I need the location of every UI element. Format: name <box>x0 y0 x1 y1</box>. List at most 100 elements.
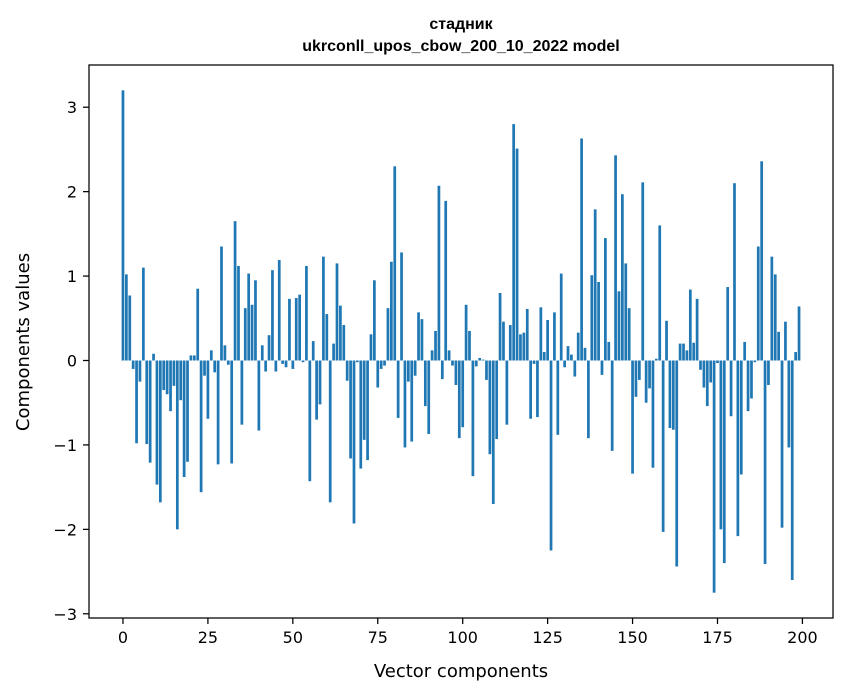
bar-component-179 <box>729 360 733 417</box>
bar-component-13 <box>165 360 169 395</box>
y-tick-label: −3 <box>53 605 77 624</box>
bar-component-9 <box>152 353 155 361</box>
bar-component-192 <box>773 274 777 361</box>
bar-component-172 <box>705 360 709 407</box>
bar-component-94 <box>440 360 444 380</box>
bar-component-73 <box>369 334 373 361</box>
bar-component-107 <box>485 360 488 380</box>
bar-component-11 <box>158 360 162 503</box>
bar-component-90 <box>427 360 431 434</box>
bar-component-49 <box>288 298 291 361</box>
bar-component-83 <box>403 360 407 448</box>
bar-component-93 <box>437 185 441 361</box>
bar-component-37 <box>247 273 251 361</box>
bar-component-57 <box>315 360 318 420</box>
bar-component-158 <box>658 225 662 361</box>
bar-series <box>121 90 801 593</box>
bar-component-26 <box>209 350 213 361</box>
bar-component-177 <box>722 360 726 564</box>
bar-component-96 <box>447 350 451 361</box>
bar-component-146 <box>617 291 621 361</box>
x-tick-label: 200 <box>787 628 818 647</box>
bar-component-84 <box>406 360 410 382</box>
bar-component-15 <box>172 360 176 386</box>
bar-component-129 <box>559 273 563 361</box>
bar-component-114 <box>508 325 512 361</box>
bar-component-199 <box>797 306 801 361</box>
bar-component-140 <box>597 281 600 361</box>
bar-component-18 <box>182 360 186 478</box>
bar-component-120 <box>529 360 532 419</box>
bar-component-148 <box>624 263 628 361</box>
bar-component-58 <box>318 360 322 405</box>
bar-component-79 <box>390 261 393 361</box>
chart-title-line-2: ukrconll_upos_cbow_200_10_2022 model <box>302 38 619 55</box>
bar-component-72 <box>366 360 369 461</box>
bar-component-160 <box>665 320 668 361</box>
bar-component-175 <box>716 360 719 364</box>
bar-component-152 <box>638 360 641 380</box>
bar-component-99 <box>457 360 461 439</box>
bar-component-48 <box>284 360 288 368</box>
bar-component-45 <box>274 360 278 372</box>
bar-component-113 <box>505 360 509 425</box>
y-tick-label: 2 <box>67 183 77 202</box>
bar-component-108 <box>488 360 492 455</box>
bar-component-3 <box>131 360 135 369</box>
bar-component-25 <box>206 360 210 419</box>
bar-component-56 <box>311 341 315 361</box>
x-tick-label: 100 <box>447 628 478 647</box>
bar-component-119 <box>525 309 529 361</box>
x-tick-label: 25 <box>198 628 218 647</box>
bar-component-61 <box>328 360 332 503</box>
bar-component-87 <box>417 312 420 361</box>
bar-component-19 <box>186 360 189 462</box>
bar-component-38 <box>250 304 254 361</box>
plot-area-frame <box>88 64 834 619</box>
bar-component-81 <box>396 360 400 418</box>
y-axis: −3 −2 −1 0 1 2 3 <box>53 98 89 624</box>
bar-component-144 <box>610 360 614 451</box>
bar-component-153 <box>641 182 645 361</box>
chart-title: стадник ukrconll_upos_cbow_200_10_2022 m… <box>302 16 619 55</box>
bar-component-103 <box>471 360 475 477</box>
bar-component-105 <box>478 357 482 361</box>
bar-component-159 <box>661 360 665 532</box>
bar-component-137 <box>587 360 590 439</box>
bar-component-22 <box>196 288 200 361</box>
bar-component-101 <box>464 304 468 361</box>
bar-component-95 <box>444 200 448 361</box>
bar-component-163 <box>675 360 679 567</box>
bar-component-142 <box>604 238 607 361</box>
bar-component-17 <box>179 360 183 401</box>
bar-component-92 <box>434 330 437 361</box>
bar-component-89 <box>423 360 427 407</box>
bar-component-1 <box>125 274 128 361</box>
bar-component-133 <box>573 360 577 377</box>
y-tick-label: −2 <box>53 520 77 539</box>
bar-component-150 <box>631 360 634 474</box>
chart-title-line-1: стадник <box>429 16 493 33</box>
bar-component-68 <box>352 360 356 524</box>
bar-component-183 <box>743 341 747 361</box>
bar-component-138 <box>590 275 594 361</box>
bar-component-55 <box>308 360 312 482</box>
bar-component-184 <box>746 360 750 412</box>
bar-component-181 <box>736 360 740 537</box>
bar-component-116 <box>515 148 519 361</box>
bar-component-51 <box>294 298 298 361</box>
y-tick-label: 3 <box>67 98 77 117</box>
bar-component-46 <box>277 260 281 361</box>
bar-component-174 <box>712 360 716 593</box>
bar-component-31 <box>226 360 230 365</box>
bar-component-134 <box>576 332 580 361</box>
bar-component-147 <box>621 194 624 361</box>
bar-component-194 <box>780 360 784 528</box>
x-tick-label: 175 <box>702 628 733 647</box>
x-axis: 0 25 50 75 100 125 150 175 200 <box>118 618 818 647</box>
bar-component-7 <box>145 360 149 445</box>
y-axis-label: Components values <box>13 253 34 431</box>
bar-component-78 <box>386 308 390 361</box>
bar-component-124 <box>542 352 546 361</box>
bar-component-167 <box>688 289 692 361</box>
